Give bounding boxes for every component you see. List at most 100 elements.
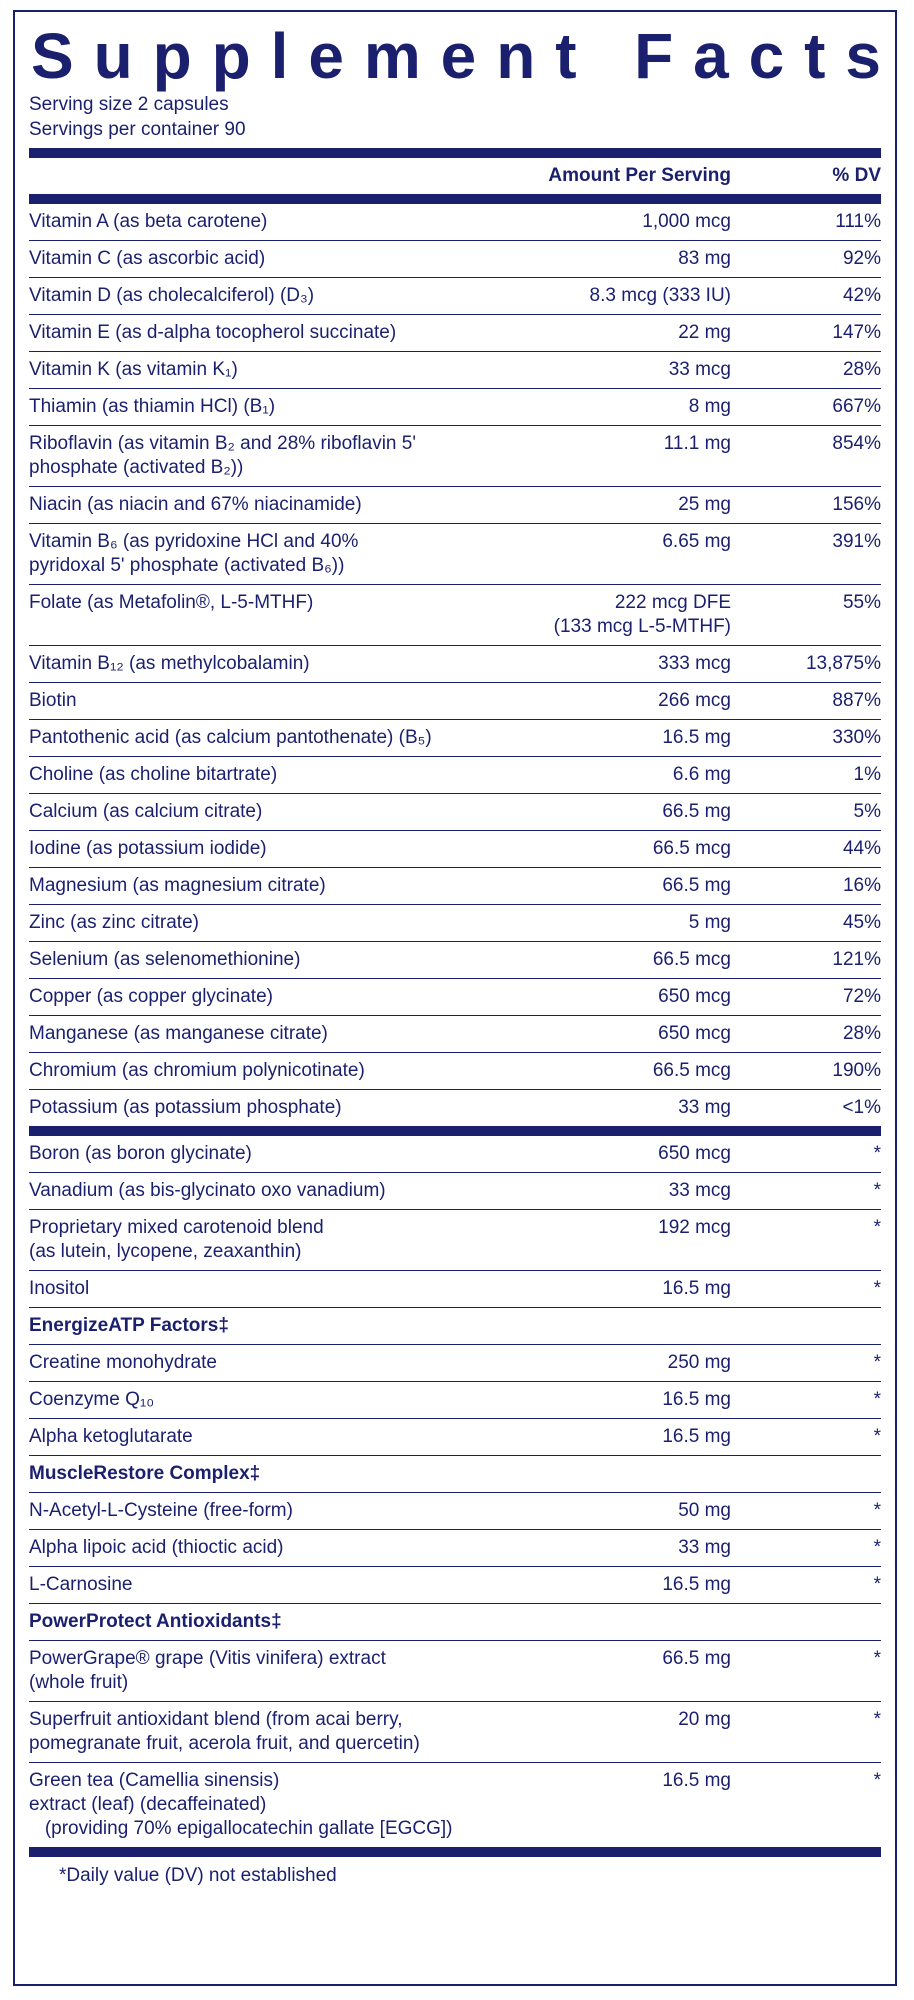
nutrient-name: PowerGrape® grape (Vitis vinifera) extra… [29,1648,386,1693]
daily-value: 16% [842,875,881,896]
nutrient-name: Potassium (as potassium phosphate) [29,1097,342,1118]
amount: 1,000 mcg [642,211,731,232]
daily-value: 854% [832,433,881,454]
amount: 83 mg [678,248,731,269]
daily-value: 45% [842,912,881,933]
amount: 16.5 mg [662,1278,731,1299]
nutrient-row: Superfruit antioxidant blend (from acai … [29,1701,881,1762]
amount: 66.5 mg [662,801,731,822]
daily-value: 92% [842,248,881,269]
nutrient-row: Proprietary mixed carotenoid blend (as l… [29,1209,881,1270]
nutrient-name: Choline (as choline bitartrate) [29,764,278,785]
amount: 22 mg [678,322,731,343]
nutrient-name: Superfruit antioxidant blend (from acai … [29,1709,420,1754]
daily-value: 5% [853,801,881,822]
amount: 16.5 mg [662,1426,731,1447]
serving-size: Serving size 2 capsules [29,94,229,115]
amount: 222 mcg DFE (133 mcg L-5-MTHF) [553,592,731,637]
daily-value: * [873,1574,881,1595]
amount: 16.5 mg [662,1574,731,1595]
daily-value: 156% [832,494,881,515]
nutrient-row: Copper (as copper glycinate) 650 mcg 72% [29,978,881,1015]
daily-value: * [873,1143,881,1164]
nutrient-row: Vitamin B₆ (as pyridoxine HCl and 40% py… [29,523,881,584]
nutrient-row: Vitamin C (as ascorbic acid) 83 mg 92% [29,240,881,277]
nutrient-row: Potassium (as potassium phosphate) 33 mg <… [29,1089,881,1126]
amount: 33 mg [678,1537,731,1558]
daily-value: * [873,1352,881,1373]
nutrient-row: Thiamin (as thiamin HCl) (B₁) 8 mg 667% [29,388,881,425]
other-section: Boron (as boron glycinate) 650 mcg * Vanadi… [29,1136,881,1847]
nutrient-name: Calcium (as calcium citrate) [29,801,263,822]
nutrient-row: Vitamin B₁₂ (as methylcobalamin) 333 mcg 1… [29,645,881,682]
nutrient-name: Biotin [29,690,77,711]
daily-value: * [873,1180,881,1201]
title: Supplement Facts [31,20,881,92]
nutrient-name: Niacin (as niacin and 67% niacinamide) [29,494,362,515]
thick-rule [29,1126,881,1136]
amount: 5 mg [688,912,731,933]
nutrient-row: Riboflavin (as vitamin B₂ and 28% ribofl… [29,425,881,486]
daily-value: * [873,1217,881,1238]
daily-value: 42% [842,285,881,306]
daily-value: 190% [832,1060,881,1081]
amount: 33 mg [678,1097,731,1118]
nutrient-name: Vitamin A (as beta carotene) [29,211,268,232]
nutrient-row: Green tea (Camellia sinensis) extract (l… [29,1762,881,1847]
nutrient-name: Folate (as Metafolin®, L-5-MTHF) [29,592,314,613]
nutrient-name: Vitamin D (as cholecalciferol) (D₃) [29,285,315,306]
nutrient-name: N-Acetyl-L-Cysteine (free-form) [29,1500,293,1521]
nutrient-row: Creatine monohydrate 250 mg * [29,1344,881,1381]
daily-value: * [873,1278,881,1299]
amount: 650 mcg [658,986,731,1007]
footnote: *Daily value (DV) not established [59,1865,337,1886]
daily-value: * [873,1648,881,1669]
nutrient-row: Coenzyme Q₁₀ 16.5 mg * [29,1381,881,1418]
nutrient-name: Vitamin B₁₂ (as methylcobalamin) [29,653,310,674]
nutrient-name: Alpha lipoic acid (thioctic acid) [29,1537,284,1558]
nutrient-name: Green tea (Camellia sinensis) extract (l… [29,1770,453,1839]
amount: 25 mg [678,494,731,515]
nutrient-row: Folate (as Metafolin®, L-5-MTHF) 222 mcg … [29,584,881,645]
amount: 66.5 mcg [652,949,731,970]
nutrient-name: Riboflavin (as vitamin B₂ and 28% ribofl… [29,433,416,478]
amount: 66.5 mg [662,875,731,896]
amount: 333 mcg [658,653,731,674]
amount: 33 mcg [668,359,731,380]
nutrient-row: Vitamin A (as beta carotene) 1,000 mcg 111… [29,204,881,240]
daily-value: 72% [842,986,881,1007]
amount: 66.5 mcg [652,1060,731,1081]
amount: 6.65 mg [662,531,731,552]
nutrient-name: Magnesium (as magnesium citrate) [29,875,326,896]
daily-value: <1% [842,1097,881,1118]
amount: 192 mcg [658,1217,731,1238]
daily-value: 391% [832,531,881,552]
nutrient-name: Vitamin E (as d-alpha tocopherol succina… [29,322,397,343]
group-heading: PowerProtect Antioxidants‡ [29,1603,881,1640]
amount-header: Amount Per Serving [548,165,731,186]
daily-value: * [873,1709,881,1730]
servings-per-container: Servings per container 90 [29,119,246,140]
nutrient-row: Niacin (as niacin and 67% niacinamide) 25… [29,486,881,523]
column-header: Amount Per Serving % DV [29,158,881,194]
amount: 16.5 mg [662,1770,731,1791]
daily-value: * [873,1537,881,1558]
spacer [29,164,511,188]
group-heading: EnergizeATP Factors‡ [29,1307,881,1344]
group-heading-text: PowerProtect Antioxidants‡ [29,1611,282,1632]
amount: 8 mg [688,396,731,417]
nutrient-name: Copper (as copper glycinate) [29,986,273,1007]
nutrient-name: L-Carnosine [29,1574,133,1595]
nutrient-name: Pantothenic acid (as calcium pantothenat… [29,727,432,748]
nutrient-row: Inositol 16.5 mg * [29,1270,881,1307]
nutrient-row: L-Carnosine 16.5 mg * [29,1566,881,1603]
amount: 8.3 mcg (333 IU) [589,285,732,306]
amount: 650 mcg [658,1023,731,1044]
nutrient-name: Coenzyme Q₁₀ [29,1389,155,1410]
nutrient-row: Vanadium (as bis-glycinato oxo vanadium)… [29,1172,881,1209]
nutrient-row: Alpha ketoglutarate 16.5 mg * [29,1418,881,1455]
daily-value: 55% [842,592,881,613]
daily-value: 147% [832,322,881,343]
amount: 66.5 mg [662,1648,731,1669]
